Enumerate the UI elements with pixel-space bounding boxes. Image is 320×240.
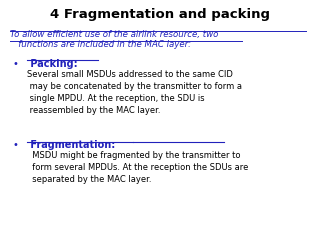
Text: •: • (13, 140, 19, 150)
Text: Fragmentation:: Fragmentation: (27, 140, 116, 150)
Text: To allow efficient use of the airlink resource, two: To allow efficient use of the airlink re… (10, 30, 218, 39)
Text: functions are included in the MAC layer:: functions are included in the MAC layer: (10, 40, 191, 49)
Text: Several small MSDUs addressed to the same CID
 may be concatenated by the transm: Several small MSDUs addressed to the sam… (27, 70, 242, 115)
Text: Packing:: Packing: (27, 59, 78, 69)
Text: 4 Fragmentation and packing: 4 Fragmentation and packing (50, 8, 270, 21)
Text: •: • (13, 59, 19, 69)
Text: MSDU might be fragmented by the transmitter to
  form several MPDUs. At the rece: MSDU might be fragmented by the transmit… (27, 151, 249, 185)
